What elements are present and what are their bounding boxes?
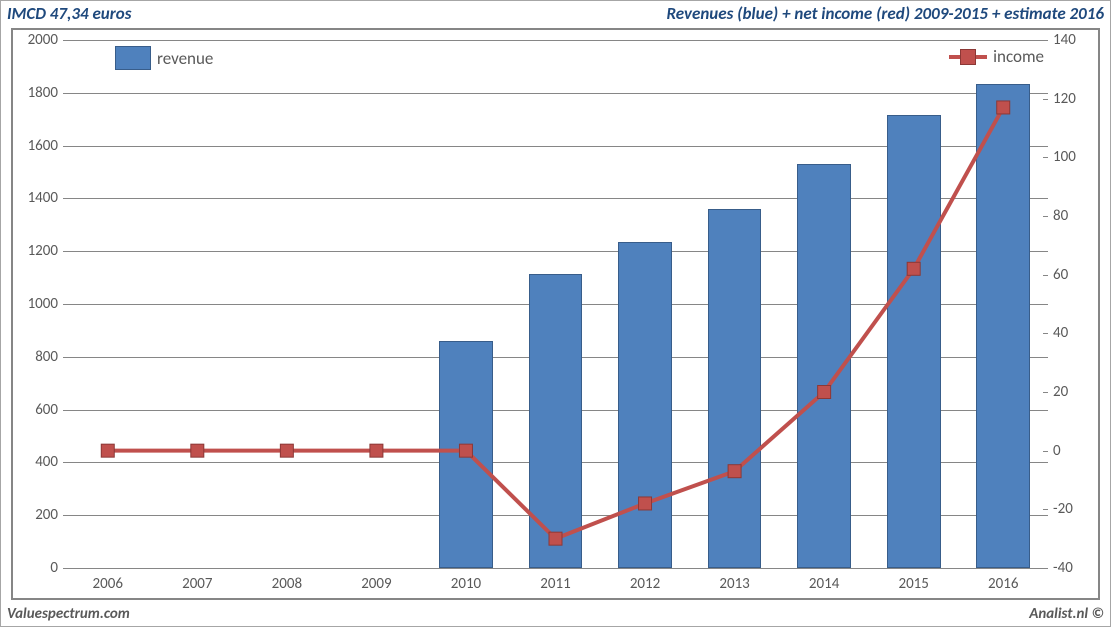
income-marker <box>459 444 472 457</box>
y-right-label: 120 <box>1053 90 1093 108</box>
x-label: 2012 <box>630 575 660 593</box>
y-left-label: 200 <box>18 506 58 524</box>
y-right-label: 100 <box>1053 148 1093 166</box>
income-marker <box>907 262 920 275</box>
legend-income: income <box>949 46 1044 67</box>
x-label: 2015 <box>898 575 928 593</box>
y-left-label: 0 <box>18 559 58 577</box>
y-left-label: 400 <box>18 453 58 471</box>
title-bar: IMCD 47,34 euros Revenues (blue) + net i… <box>7 3 1104 25</box>
legend-revenue-swatch <box>115 46 151 70</box>
title-left: IMCD 47,34 euros <box>7 3 131 24</box>
plot-inner: 0200400600800100012001400160018002000-40… <box>63 40 1048 568</box>
y-right-label: 20 <box>1053 383 1093 401</box>
income-marker <box>549 532 562 545</box>
income-marker <box>370 444 383 457</box>
y-right-label: 140 <box>1053 31 1093 49</box>
income-marker <box>639 497 652 510</box>
x-label: 2006 <box>93 575 123 593</box>
x-label: 2011 <box>540 575 570 593</box>
y-right-label: -20 <box>1053 500 1093 518</box>
plot-area: 0200400600800100012001400160018002000-40… <box>11 28 1100 600</box>
y-left-label: 1000 <box>18 295 58 313</box>
y-right-label: 0 <box>1053 442 1093 460</box>
title-right: Revenues (blue) + net income (red) 2009-… <box>666 3 1104 24</box>
legend-income-swatch <box>949 55 987 59</box>
income-marker <box>191 444 204 457</box>
y-left-label: 1600 <box>18 137 58 155</box>
legend-income-label: income <box>993 46 1044 67</box>
income-marker <box>818 386 831 399</box>
legend-revenue: revenue <box>115 46 213 70</box>
income-marker <box>280 444 293 457</box>
y-right-label: -40 <box>1053 559 1093 577</box>
income-marker <box>728 465 741 478</box>
y-left-label: 600 <box>18 401 58 419</box>
x-label: 2014 <box>809 575 839 593</box>
x-label: 2016 <box>988 575 1018 593</box>
footer-left: Valuespectrum.com <box>7 605 130 623</box>
x-label: 2010 <box>451 575 481 593</box>
x-label: 2013 <box>719 575 749 593</box>
income-marker <box>101 444 114 457</box>
income-polyline <box>108 107 1003 538</box>
x-label: 2007 <box>182 575 212 593</box>
footer-right: Analist.nl © <box>1029 605 1104 623</box>
y-left-label: 1200 <box>18 242 58 260</box>
income-line <box>63 40 1048 568</box>
y-left-label: 2000 <box>18 31 58 49</box>
y-right-tick <box>1043 568 1048 569</box>
chart-container: IMCD 47,34 euros Revenues (blue) + net i… <box>0 0 1111 627</box>
y-right-label: 60 <box>1053 266 1093 284</box>
y-right-label: 40 <box>1053 324 1093 342</box>
gridline <box>63 568 1048 569</box>
y-left-label: 1800 <box>18 84 58 102</box>
x-label: 2008 <box>272 575 302 593</box>
income-marker <box>997 101 1010 114</box>
legend-revenue-label: revenue <box>157 48 213 69</box>
y-left-label: 800 <box>18 348 58 366</box>
y-left-label: 1400 <box>18 189 58 207</box>
x-label: 2009 <box>361 575 391 593</box>
y-right-label: 80 <box>1053 207 1093 225</box>
